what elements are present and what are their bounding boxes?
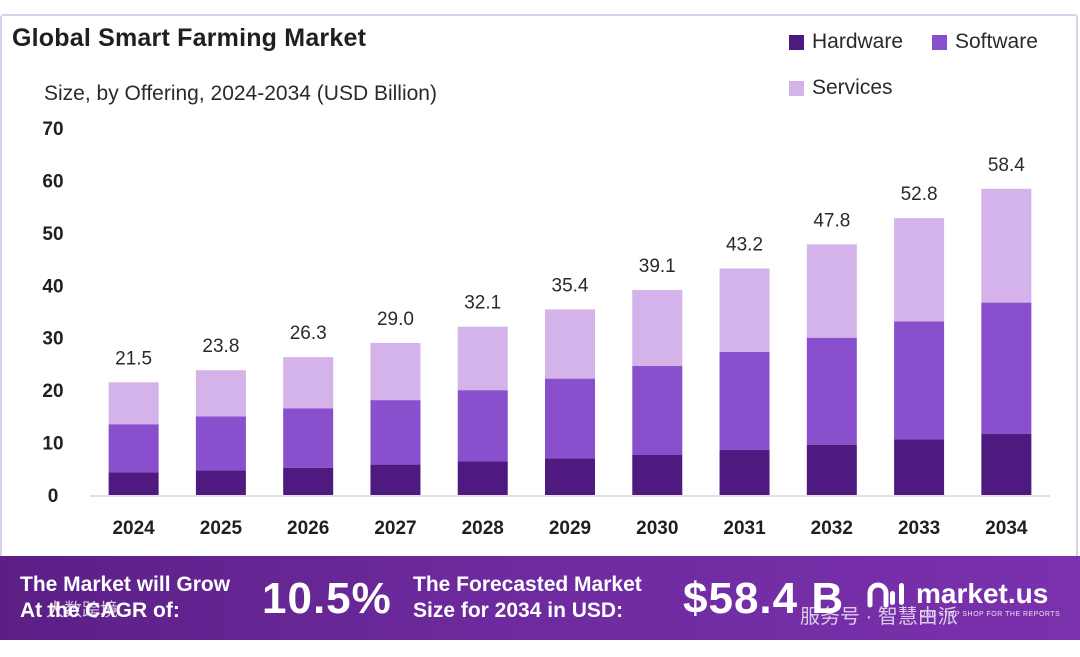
y-tick-label: 0 xyxy=(48,486,59,507)
bar-hardware-2032 xyxy=(806,444,857,495)
x-tick-label: 2031 xyxy=(723,518,766,539)
bar-total-label: 58.4 xyxy=(988,155,1025,176)
forecast-label-line1: The Forecasted Market xyxy=(413,573,642,596)
x-tick-label: 2025 xyxy=(200,518,243,539)
brand-logo: market.us xyxy=(866,578,1048,610)
y-tick-label: 70 xyxy=(42,119,63,140)
forecast-label: The Forecasted Market Size for 2034 in U… xyxy=(413,572,642,624)
bar-hardware-2027 xyxy=(370,464,421,495)
bar-services-2028 xyxy=(457,326,508,391)
legend-swatch-services xyxy=(789,80,804,96)
legend-swatch-hardware xyxy=(789,34,804,50)
bar-services-2034 xyxy=(981,188,1032,303)
legend-label-hardware: Hardware xyxy=(812,30,904,53)
watermark-left: 大数跨境 xyxy=(46,600,118,620)
bar-services-2024 xyxy=(108,382,159,425)
x-tick-label: 2027 xyxy=(374,518,416,539)
bar-total-label: 23.8 xyxy=(202,336,239,357)
bar-services-2025 xyxy=(195,370,246,417)
bar-hardware-2028 xyxy=(457,461,508,495)
cagr-label-line1: The Market will Grow xyxy=(20,573,231,596)
bar-total-label: 32.1 xyxy=(464,293,501,314)
forecast-value: $58.4 B xyxy=(683,574,845,623)
brand-tagline: ONE STOP SHOP FOR THE REPORTS xyxy=(920,611,1061,618)
legend-label-services: Services xyxy=(812,76,893,99)
y-tick-label: 10 xyxy=(42,434,63,455)
bar-software-2026 xyxy=(283,408,334,468)
bar-software-2031 xyxy=(719,351,770,450)
legend-label-software: Software xyxy=(955,30,1038,53)
watermark-right: 服务号 · 智慧由派 xyxy=(800,606,958,628)
bar-services-2030 xyxy=(632,290,683,367)
bar-software-2032 xyxy=(806,337,857,445)
chart-subtitle: Size, by Offering, 2024-2034 (USD Billio… xyxy=(44,82,437,105)
bar-services-2031 xyxy=(719,268,770,352)
x-tick-label: 2026 xyxy=(287,518,329,539)
bar-services-2032 xyxy=(806,244,857,338)
x-tick-label: 2033 xyxy=(898,518,940,539)
bar-services-2027 xyxy=(370,342,421,401)
forecast-label-line2: Size for 2034 in USD: xyxy=(413,599,624,622)
bar-total-label: 29.0 xyxy=(377,309,414,330)
bar-total-label: 47.8 xyxy=(813,210,850,231)
bar-software-2024 xyxy=(108,424,159,473)
bar-total-label: 43.2 xyxy=(726,235,763,256)
bar-services-2026 xyxy=(283,357,334,409)
bar-hardware-2034 xyxy=(981,433,1032,495)
bar-software-2030 xyxy=(632,366,683,455)
cagr-value: 10.5% xyxy=(262,574,392,623)
x-tick-label: 2029 xyxy=(549,518,591,539)
bar-services-2033 xyxy=(894,218,945,322)
bar-software-2033 xyxy=(894,321,945,440)
bar-hardware-2030 xyxy=(632,454,683,495)
bar-hardware-2026 xyxy=(283,467,334,495)
x-tick-label: 2034 xyxy=(985,518,1028,539)
summary-banner: The Market will Grow At the CAGR of: 10.… xyxy=(0,556,1080,640)
y-tick-label: 60 xyxy=(42,171,63,192)
y-tick-label: 50 xyxy=(42,224,63,245)
legend-item-software: Software xyxy=(932,30,1038,54)
bar-software-2029 xyxy=(545,378,595,459)
legend-item-services: Services xyxy=(789,76,893,100)
y-tick-label: 30 xyxy=(42,329,63,350)
bar-hardware-2025 xyxy=(195,470,246,495)
bar-total-label: 21.5 xyxy=(115,348,152,369)
legend-swatch-software xyxy=(932,34,947,50)
bar-hardware-2031 xyxy=(719,449,770,495)
bar-hardware-2029 xyxy=(545,458,595,495)
bar-total-label: 39.1 xyxy=(639,256,676,277)
bar-software-2027 xyxy=(370,400,421,465)
x-tick-label: 2028 xyxy=(462,518,504,539)
bar-total-label: 35.4 xyxy=(552,275,589,296)
cagr-label: The Market will Grow At the CAGR of: xyxy=(20,572,230,624)
brand-name: market.us xyxy=(916,578,1049,609)
x-tick-label: 2032 xyxy=(811,518,853,539)
bar-software-2034 xyxy=(981,302,1032,434)
bar-total-label: 52.8 xyxy=(901,184,938,205)
cagr-label-line2: At the CAGR of: xyxy=(20,599,180,622)
y-tick-label: 20 xyxy=(42,381,63,402)
x-tick-label: 2030 xyxy=(636,518,678,539)
bar-software-2025 xyxy=(195,416,246,471)
chart-title: Global Smart Farming Market xyxy=(12,24,367,52)
bar-services-2029 xyxy=(545,309,595,379)
stacked-bar-chart: 01020304050607021.5202423.8202526.320262… xyxy=(42,119,1050,539)
bar-hardware-2024 xyxy=(108,472,159,495)
bar-software-2028 xyxy=(457,390,508,462)
legend-item-hardware: Hardware xyxy=(789,30,903,54)
x-tick-label: 2024 xyxy=(112,518,155,539)
bar-total-label: 26.3 xyxy=(290,323,327,344)
market-us-logo-icon xyxy=(867,582,904,608)
bar-hardware-2033 xyxy=(894,439,945,495)
y-tick-label: 40 xyxy=(42,276,63,297)
